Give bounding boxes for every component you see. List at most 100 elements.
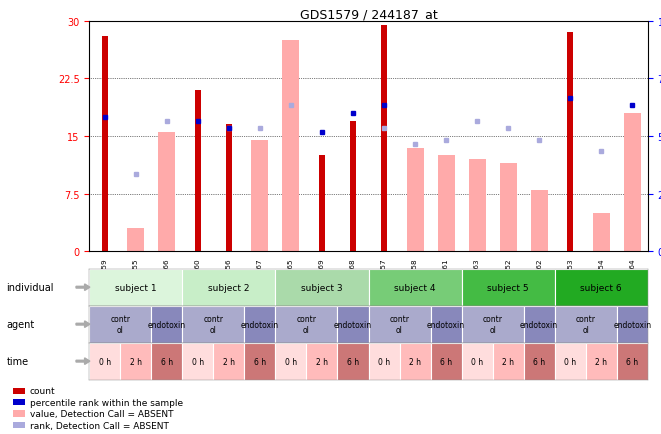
Bar (430, 306, 461, 343)
Text: subject 4: subject 4 (395, 283, 436, 292)
Text: 6 h: 6 h (347, 357, 359, 366)
Bar (13, 399, 25, 405)
Bar (567, 33, 573, 252)
Bar (500, 164, 517, 252)
Bar (617, 306, 648, 343)
Text: 2 h: 2 h (596, 357, 607, 366)
Bar (381, 26, 387, 252)
Text: 2 h: 2 h (409, 357, 421, 366)
Bar (214, 343, 245, 380)
Text: rank, Detection Call = ABSENT: rank, Detection Call = ABSENT (30, 421, 169, 430)
Bar (369, 343, 399, 380)
Bar (399, 343, 430, 380)
Bar (531, 191, 548, 252)
Text: 2 h: 2 h (130, 357, 141, 366)
Text: contr
ol: contr ol (204, 315, 223, 334)
Text: 6 h: 6 h (440, 357, 452, 366)
Text: contr
ol: contr ol (483, 315, 502, 334)
Text: contr
ol: contr ol (296, 315, 317, 334)
Bar (245, 306, 276, 343)
Bar (276, 269, 368, 306)
Bar (438, 156, 455, 252)
Text: endotoxin: endotoxin (334, 320, 372, 329)
Text: subject 5: subject 5 (487, 283, 529, 292)
Bar (89, 269, 182, 306)
Bar (555, 269, 648, 306)
Text: 6 h: 6 h (254, 357, 266, 366)
Bar (151, 343, 182, 380)
Bar (338, 343, 368, 380)
Text: 6 h: 6 h (161, 357, 173, 366)
Text: 0 h: 0 h (471, 357, 483, 366)
Bar (89, 306, 151, 343)
Bar (13, 388, 25, 394)
Bar (430, 343, 461, 380)
Text: endotoxin: endotoxin (241, 320, 279, 329)
Bar (276, 306, 338, 343)
Bar (182, 269, 276, 306)
Bar (182, 343, 214, 380)
Bar (350, 122, 356, 252)
Text: agent: agent (7, 319, 35, 329)
Bar (555, 306, 617, 343)
Text: 6 h: 6 h (626, 357, 639, 366)
Bar (469, 160, 486, 252)
Bar (369, 306, 430, 343)
Bar (338, 306, 368, 343)
Text: contr
ol: contr ol (110, 315, 130, 334)
Bar (120, 343, 151, 380)
Bar (128, 229, 144, 252)
Bar (282, 41, 299, 252)
Text: 0 h: 0 h (285, 357, 297, 366)
Text: count: count (30, 386, 55, 395)
Bar (226, 125, 231, 252)
Bar (461, 269, 555, 306)
Bar (276, 343, 307, 380)
Bar (182, 306, 245, 343)
Bar (319, 156, 325, 252)
Bar (555, 343, 586, 380)
Bar (13, 411, 25, 417)
Text: 2 h: 2 h (502, 357, 514, 366)
Text: contr
ol: contr ol (389, 315, 410, 334)
Text: 0 h: 0 h (564, 357, 576, 366)
Title: GDS1579 / 244187_at: GDS1579 / 244187_at (299, 7, 438, 20)
Text: time: time (7, 356, 28, 366)
Text: 0 h: 0 h (98, 357, 111, 366)
Bar (524, 306, 555, 343)
Bar (593, 214, 609, 252)
Text: 0 h: 0 h (378, 357, 390, 366)
Text: endotoxin: endotoxin (613, 320, 651, 329)
Bar (195, 91, 201, 252)
Text: value, Detection Call = ABSENT: value, Detection Call = ABSENT (30, 409, 173, 418)
Bar (245, 343, 276, 380)
Text: endotoxin: endotoxin (148, 320, 186, 329)
Bar (102, 37, 108, 252)
Text: subject 1: subject 1 (115, 283, 157, 292)
Bar (151, 306, 182, 343)
Bar (251, 141, 268, 252)
Bar (586, 343, 617, 380)
Bar (617, 343, 648, 380)
Text: 6 h: 6 h (533, 357, 545, 366)
Text: 2 h: 2 h (316, 357, 328, 366)
Text: endotoxin: endotoxin (520, 320, 559, 329)
Bar (461, 343, 492, 380)
Bar (407, 148, 424, 252)
Bar (461, 306, 524, 343)
Text: subject 3: subject 3 (301, 283, 343, 292)
Text: 0 h: 0 h (192, 357, 204, 366)
Bar (524, 343, 555, 380)
Bar (307, 343, 338, 380)
Bar (13, 422, 25, 428)
Text: subject 2: subject 2 (208, 283, 250, 292)
Bar (492, 343, 524, 380)
Bar (369, 269, 461, 306)
Bar (89, 343, 120, 380)
Text: subject 6: subject 6 (580, 283, 622, 292)
Text: 2 h: 2 h (223, 357, 235, 366)
Text: endotoxin: endotoxin (427, 320, 465, 329)
Text: contr
ol: contr ol (576, 315, 596, 334)
Bar (624, 114, 641, 252)
Text: individual: individual (7, 283, 54, 293)
